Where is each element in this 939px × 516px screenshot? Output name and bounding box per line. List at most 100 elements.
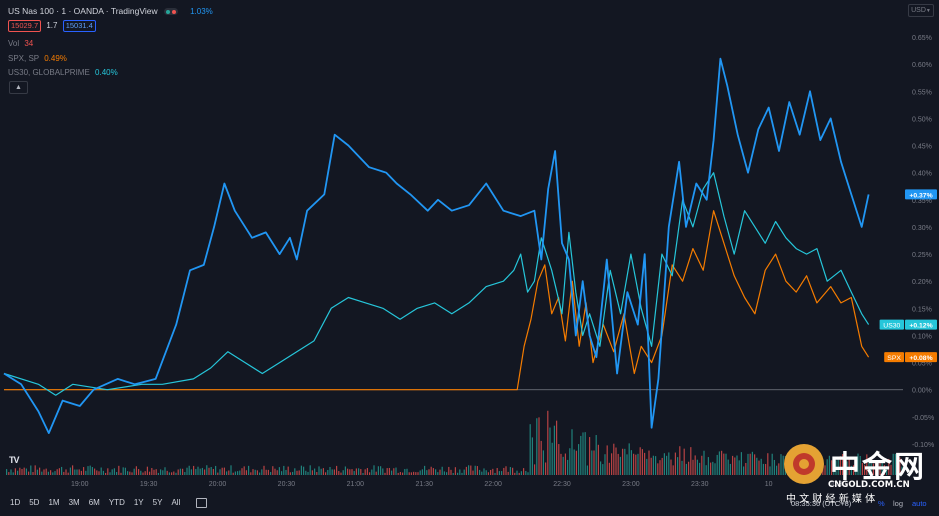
volume-bar bbox=[331, 469, 333, 475]
volume-bar bbox=[534, 464, 536, 475]
x-tick-label: 22:00 bbox=[484, 481, 502, 488]
volume-bar bbox=[831, 460, 833, 475]
last-value-tag-us30: +0.12% US30 bbox=[879, 319, 937, 330]
volume-bar bbox=[432, 468, 434, 475]
tradingview-logo[interactable]: TV bbox=[9, 455, 19, 465]
volume-bar bbox=[463, 469, 465, 475]
tradingview-logo-text: TV bbox=[9, 455, 19, 465]
volume-bar bbox=[305, 470, 307, 475]
y-tick-label: 0.10% bbox=[912, 333, 932, 340]
volume-bar bbox=[278, 467, 280, 475]
volume-bar bbox=[274, 468, 276, 475]
volume-bar bbox=[23, 467, 25, 475]
volume-bar bbox=[197, 466, 199, 475]
volume-bar bbox=[481, 471, 483, 475]
volume-bar bbox=[767, 453, 769, 475]
volume-bar bbox=[177, 469, 179, 475]
volume-bar bbox=[694, 455, 696, 475]
volume-bar bbox=[646, 458, 648, 475]
volume-bar bbox=[705, 465, 707, 475]
y-tick-label: 0.65% bbox=[912, 35, 932, 42]
volume-bar bbox=[769, 466, 771, 475]
volume-bar bbox=[547, 410, 549, 475]
compare-legend-us30[interactable]: US30, GLOBALPRIME 0.40% bbox=[8, 68, 118, 77]
volume-bar bbox=[718, 451, 720, 475]
volume-bar bbox=[736, 455, 738, 475]
series-line-us-nas-100[interactable] bbox=[3, 57, 870, 434]
volume-bar bbox=[175, 472, 177, 475]
volume-bar bbox=[747, 453, 749, 475]
timeframe-ytd[interactable]: YTD bbox=[108, 498, 125, 507]
volume-bar bbox=[626, 454, 628, 475]
volume-bar bbox=[536, 418, 538, 475]
volume-bar bbox=[476, 466, 478, 475]
volume-bar bbox=[738, 460, 740, 475]
volume-bar bbox=[157, 472, 159, 475]
volume-bar bbox=[437, 472, 439, 475]
volume-bar bbox=[391, 470, 393, 475]
volume-bar bbox=[441, 466, 443, 475]
bid-button[interactable]: 15029.7 bbox=[8, 20, 42, 32]
y-tick-label: 0.55% bbox=[912, 89, 932, 96]
volume-bar bbox=[153, 469, 155, 475]
volume-bar bbox=[131, 472, 133, 475]
volume-bar bbox=[127, 471, 129, 475]
volume-bar bbox=[188, 465, 190, 475]
series-line-spx[interactable] bbox=[4, 210, 870, 391]
volume-bar bbox=[492, 468, 494, 475]
percent-toggle[interactable]: % bbox=[878, 499, 885, 508]
volume-bar bbox=[674, 452, 676, 475]
volume-bar bbox=[591, 450, 593, 475]
volume-bar bbox=[461, 472, 463, 475]
series-line-us30[interactable] bbox=[3, 172, 870, 396]
timeframe-1d[interactable]: 1D bbox=[10, 498, 21, 507]
volume-bar bbox=[94, 468, 96, 475]
volume-bar bbox=[613, 443, 615, 475]
volume-bar bbox=[580, 435, 582, 475]
volume-bar bbox=[109, 472, 111, 475]
spx-label: SPX, SP bbox=[8, 54, 39, 63]
volume-bar bbox=[395, 467, 397, 475]
volume-bar bbox=[668, 452, 670, 475]
volume-bar bbox=[729, 463, 731, 475]
volume-bar bbox=[421, 469, 423, 475]
volume-bar bbox=[516, 470, 518, 475]
currency-select[interactable]: USD▼ bbox=[908, 4, 934, 17]
timeframe-6m[interactable]: 6M bbox=[88, 498, 100, 507]
volume-bar bbox=[336, 465, 338, 475]
collapse-legend-button[interactable]: ▲ bbox=[9, 81, 28, 94]
time-axis: 19:00 19:30 20:00 20:30 21:00 21:30 22:00 22:30… bbox=[71, 481, 846, 488]
volume-bar bbox=[699, 462, 701, 475]
volume-legend[interactable]: Vol 34 bbox=[8, 39, 33, 48]
volume-bar bbox=[509, 467, 511, 475]
compare-legend-spx[interactable]: SPX, SP 0.49% bbox=[8, 54, 67, 63]
timeframe-bar: 1D 5D 1M 3M 6M YTD 1Y 5Y All bbox=[10, 498, 180, 507]
timeframe-5d[interactable]: 5D bbox=[29, 498, 40, 507]
volume-bar bbox=[773, 459, 775, 475]
date-range-icon[interactable] bbox=[196, 498, 207, 508]
volume-bar bbox=[608, 462, 610, 475]
x-tick-label: 19:00 bbox=[71, 481, 89, 488]
volume-bar bbox=[454, 467, 456, 475]
last-value-text: +0.08% bbox=[909, 355, 932, 362]
timeframe-5y[interactable]: 5Y bbox=[152, 498, 163, 507]
volume-bar bbox=[371, 469, 373, 475]
volume-bar bbox=[384, 472, 386, 475]
timeframe-3m[interactable]: 3M bbox=[68, 498, 80, 507]
volume-bar bbox=[424, 465, 426, 475]
timeframe-1m[interactable]: 1M bbox=[48, 498, 60, 507]
volume-bar bbox=[459, 469, 461, 475]
volume-bar bbox=[289, 472, 291, 475]
symbol-title[interactable]: US Nas 100 · 1 · OANDA · TradingView bbox=[8, 6, 158, 16]
volume-bar bbox=[426, 470, 428, 475]
log-toggle[interactable]: log bbox=[893, 499, 904, 508]
timeframe-1y[interactable]: 1Y bbox=[133, 498, 144, 507]
auto-toggle[interactable]: auto bbox=[912, 499, 927, 508]
volume-bar bbox=[883, 465, 885, 475]
volume-bar bbox=[659, 460, 661, 475]
price-axis: 0.65% 0.60% 0.55% 0.50% 0.45% 0.40% 0.35% 0.30%… bbox=[912, 35, 934, 449]
clock-readout[interactable]: 08:35:36 (UTC+8) bbox=[791, 499, 852, 508]
ask-button[interactable]: 15031.4 bbox=[62, 20, 96, 32]
volume-bar bbox=[542, 450, 544, 475]
timeframe-all[interactable]: All bbox=[171, 498, 181, 507]
